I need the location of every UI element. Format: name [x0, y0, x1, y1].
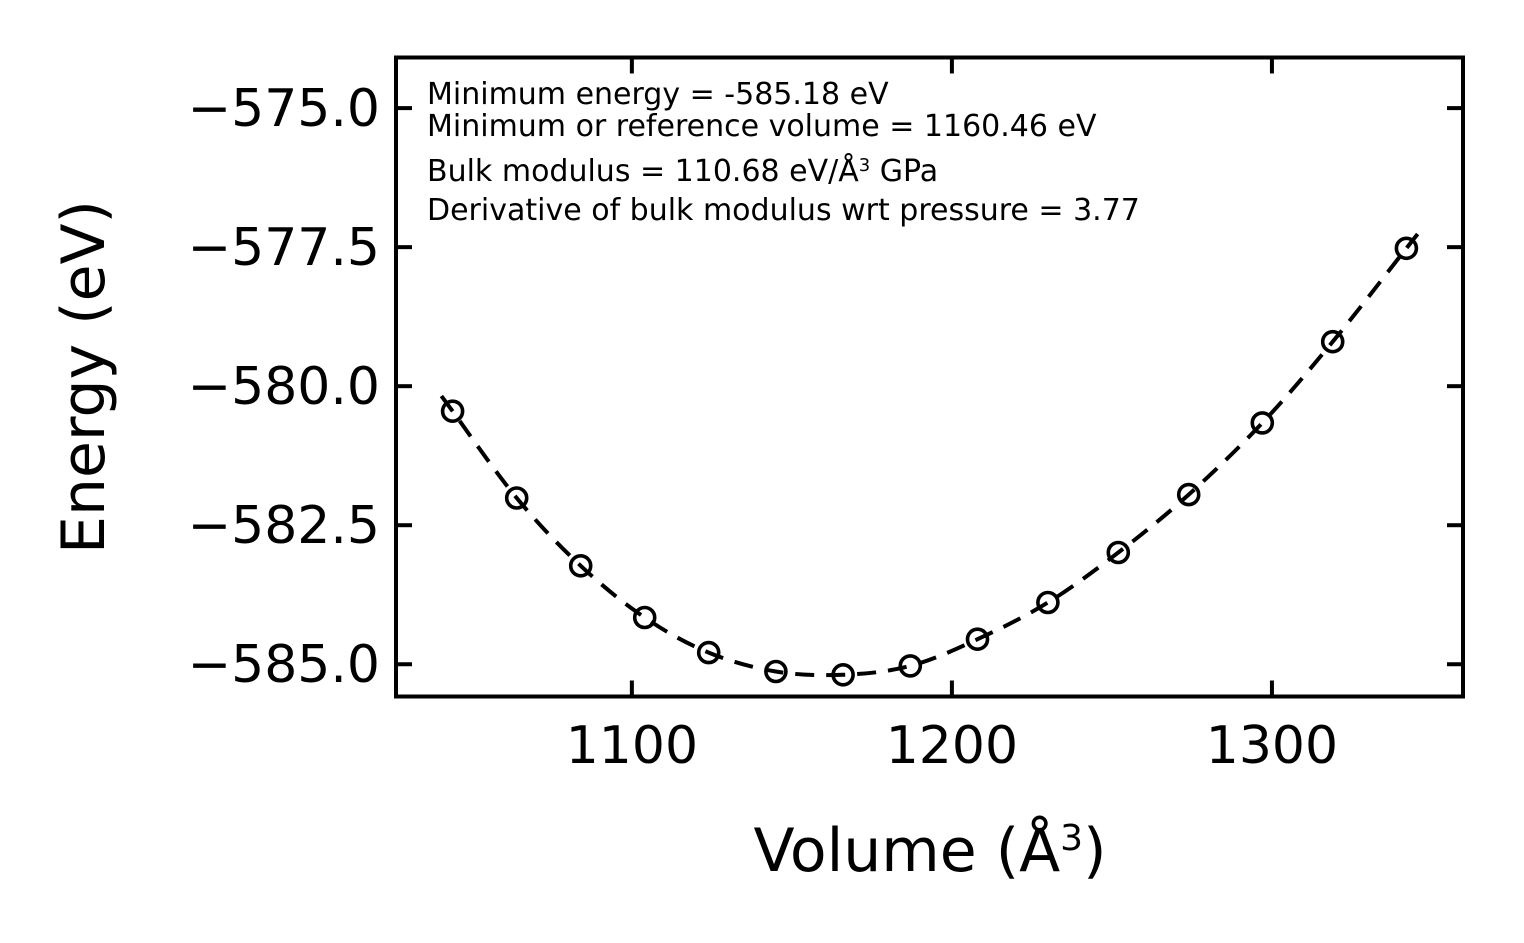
annotation-bulk-modulus-derivative: Derivative of bulk modulus wrt pressure … — [427, 193, 1140, 228]
data-point-marker — [764, 659, 788, 684]
y-tick-label: −582.5 — [187, 496, 380, 557]
annotation-bulk-modulus-text: Bulk modulus = 110.68 eV/Å — [427, 154, 859, 189]
y-tick-label: −577.5 — [187, 218, 380, 279]
y-tick-label: −580.0 — [187, 357, 380, 418]
annotation-reference-volume: Minimum or reference volume = 1160.46 eV — [427, 109, 1097, 144]
data-point-marker — [1320, 329, 1345, 354]
data-point-marker — [696, 640, 721, 665]
data-point-marker — [1250, 411, 1275, 435]
y-tick-label: −585.0 — [187, 635, 380, 696]
y-axis-label: Energy (eV) — [49, 200, 119, 554]
plot-border — [394, 55, 1465, 699]
data-point-marker — [1106, 540, 1131, 565]
x-axis-label-close: ) — [1083, 816, 1107, 886]
data-point-marker — [1176, 482, 1201, 507]
annotation-bulk-modulus-unit: GPa — [870, 154, 939, 189]
x-tick-label: 1200 — [885, 716, 1019, 776]
data-point-marker — [504, 486, 529, 510]
x-axis-label-superscript: 3 — [1060, 818, 1084, 860]
data-point-marker — [898, 654, 923, 678]
data-point-marker — [632, 605, 657, 630]
data-point-marker — [1394, 236, 1419, 261]
annotation-minimum-energy: Minimum energy = -585.18 eV — [427, 77, 889, 112]
data-point-marker — [1036, 590, 1060, 615]
annotation-bulk-modulus: Bulk modulus = 110.68 eV/Å3 GPa — [427, 154, 939, 191]
data-point-marker — [965, 627, 990, 652]
y-tick-label: −575.0 — [187, 79, 380, 140]
x-axis-label-text: Volume (Å — [753, 816, 1061, 886]
data-point-marker — [831, 662, 855, 687]
fit-curve-dashed — [439, 232, 1420, 678]
data-point-marker — [440, 399, 465, 424]
x-tick-label: 1100 — [565, 716, 699, 776]
x-axis-label: Volume (Å3) — [630, 818, 1230, 891]
x-tick-label: 1300 — [1205, 716, 1339, 776]
annotation-bulk-modulus-superscript: 3 — [858, 154, 871, 176]
data-point-marker — [568, 553, 593, 578]
